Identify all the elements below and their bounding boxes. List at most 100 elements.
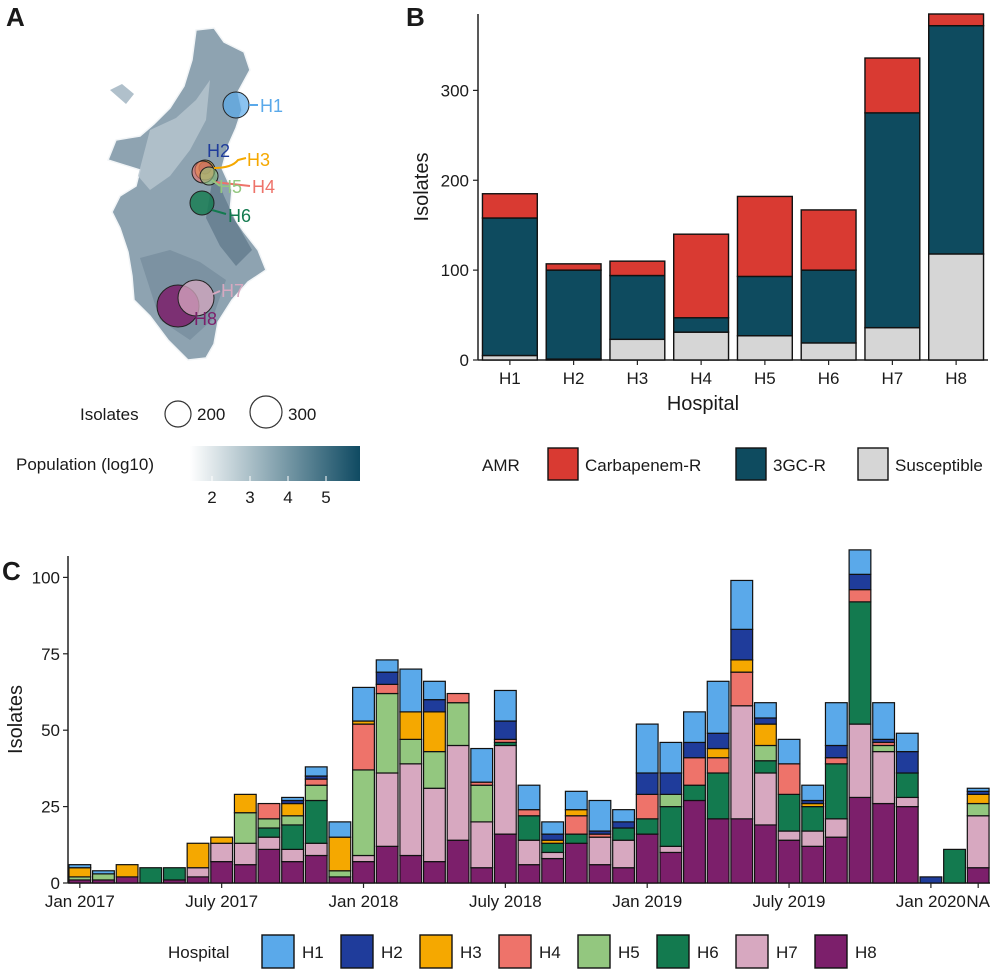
panel-c-bar-2018-03-h3 [399, 711, 423, 740]
panel-c-bar-2019-07-h1 [777, 738, 801, 765]
panel-c-bar-2017-08-h7 [233, 842, 257, 866]
panel-c-bar-2018-12-h7 [612, 839, 636, 869]
panel-c-bar-2017-03-h3 [115, 864, 139, 878]
panel-c-bar-2018-08-h8 [517, 864, 541, 884]
panel-c-bar-2018-01-h5 [352, 769, 375, 857]
panel-c-bar-2018-12-h8 [612, 867, 636, 884]
panel-c-bar-NA-h8 [966, 867, 990, 884]
panel-c-bar-2018-07-h7 [493, 744, 517, 835]
region-map-highlands [138, 80, 210, 190]
panel-c-bar-2017-02-h5 [91, 873, 115, 881]
panel-c-bar-2018-04-h5 [422, 750, 446, 789]
panel-c-bar-2017-09-h7 [257, 836, 281, 850]
panel-c-bar-2018-01-h7 [352, 854, 375, 863]
panel-c-x-tick-label: July 2018 [469, 892, 542, 911]
panel-b-y-axis-title: Isolates [411, 153, 433, 222]
panel-b-chart: B 0 100 200 300 H1 H2 H3 H4 H5 H6 H7 H8 Hospital Isola… [406, 2, 988, 481]
map-label-h3: H3 [247, 150, 270, 170]
panel-b-x-tick-label: H1 [499, 369, 521, 388]
panel-c-bar-2018-05-h5 [446, 702, 470, 747]
panel-c-bar-2019-02-h1 [659, 741, 683, 774]
panel-c-bar-2017-06-h8 [186, 876, 210, 884]
panel-c-bar-2018-03-h5 [399, 738, 423, 765]
panel-c-legend-swatch-h8 [814, 934, 848, 969]
map-label-h7: H7 [221, 281, 244, 301]
hospital-h1-circle [222, 91, 250, 119]
panel-c-bar-2019-04-h6 [706, 772, 730, 820]
panel-b-x-tick-label: H4 [690, 369, 712, 388]
panel-c-legend-label-h5: H5 [618, 943, 640, 962]
panel-c-bar-2019-09-h8 [824, 836, 848, 884]
population-tick-3: 3 [245, 488, 254, 507]
leader-h4 [213, 181, 251, 187]
panel-c-bar-2018-11-h7 [588, 836, 612, 866]
panel-c-bar-2017-09-h8 [257, 848, 281, 884]
panel-b-legend-swatch-susceptible [857, 447, 889, 481]
panel-c-bar-2018-10-h6 [564, 833, 588, 844]
panel-c-bar-2017-01-h1 [68, 864, 92, 869]
panel-b-legend-title: AMR [482, 456, 520, 475]
panel-c-bar-2017-10-h8 [281, 861, 305, 884]
panel-c-bar-2019-04-h3 [706, 747, 730, 759]
panel-b-bar-h4-gc3 [673, 317, 730, 333]
panel-c-bar-2019-05-h1 [730, 579, 754, 630]
panel-c-bar-NA-h5 [966, 802, 990, 817]
panel-c-bar-2019-07-h7 [777, 830, 801, 841]
panel-c-bar-2019-02-h6 [659, 805, 683, 847]
panel-c-bar-2019-10-h7 [848, 723, 872, 799]
panel-b-bar-h8-gc3 [928, 24, 985, 255]
panel-c-bar-2018-06-h7 [470, 821, 494, 869]
panel-b-x-axis-title: Hospital [667, 393, 739, 415]
panel-b-legend-label-gc3: 3GC-R [773, 456, 826, 475]
panel-c-bar-2018-09-h6 [541, 842, 565, 854]
panel-c-chart: C 0 25 50 75 100 Jan 2017 July 2017 Jan 2018 July… [2, 549, 991, 969]
panel-b-x-tick-label: H7 [882, 369, 904, 388]
panel-c-bar-2019-08-h1 [801, 784, 825, 802]
map-label-h4: H4 [252, 177, 275, 197]
panel-c-bar-2020-02-h6 [943, 848, 967, 884]
panel-b-bar-h8-carbapenem [928, 13, 985, 27]
panel-c-bar-2018-02-h4 [375, 683, 399, 695]
panel-c-bar-2019-03-h1 [683, 711, 706, 744]
panel-c-bar-2019-03-h2 [683, 741, 706, 759]
panel-c-bar-2017-11-h4 [304, 778, 328, 786]
panel-c-bar-2018-04-h2 [422, 699, 446, 713]
panel-c-bar-2018-09-h1 [541, 821, 565, 835]
panel-c-legend-swatch-h7 [735, 934, 769, 969]
panel-c-bar-2017-10-h1 [281, 796, 305, 802]
size-legend-circle-200 [164, 400, 192, 428]
leader-h3 [213, 157, 247, 169]
panel-c-bar-2018-07-h1 [493, 689, 517, 722]
panel-c-bar-2019-10-h4 [848, 589, 872, 603]
panel-c-bar-2019-06-h5 [753, 744, 777, 762]
panel-c-bar-2019-03-h4 [683, 757, 706, 786]
panel-c-bar-2019-02-h8 [659, 851, 683, 884]
panel-b-x-tick-label: H6 [818, 369, 840, 388]
panel-c-bar-2018-04-h1 [422, 680, 446, 701]
hospital-h7-circle [177, 279, 215, 317]
size-legend-circle-300 [249, 395, 283, 429]
panel-c-bar-2019-02-h2 [659, 772, 683, 795]
panel-c-bar-2017-10-h5 [281, 815, 305, 826]
region-map-island [110, 84, 134, 104]
panel-c-bar-2019-05-h4 [730, 671, 754, 707]
panel-c-bar-2019-03-h6 [683, 784, 706, 802]
panel-c-bar-2019-11-h5 [872, 744, 896, 753]
panel-b-bar-h2-gc3 [545, 269, 602, 360]
panel-c-bar-2019-06-h7 [753, 772, 777, 826]
panel-c-bar-2018-02-h2 [375, 671, 399, 685]
panel-b-y-tick-label: 100 [441, 261, 469, 280]
panel-c-bar-2019-05-h7 [730, 705, 754, 820]
panel-c-bar-2018-12-h6 [612, 827, 636, 841]
panel-c-bar-2019-06-h8 [753, 824, 777, 884]
panel-c-bar-2019-12-h2 [895, 750, 919, 774]
region-map: H1 H2 H3 H5 H4 H6 H7 H8 [107, 27, 283, 361]
panel-c-y-tick-label: 100 [32, 568, 60, 587]
panel-c-bar-2019-12-h8 [895, 805, 919, 884]
panel-c-legend-label-h4: H4 [539, 943, 561, 962]
panel-c-bar-2019-01-h8 [635, 833, 659, 884]
panel-c-bar-2019-11-h8 [872, 802, 896, 884]
panel-c-legend-swatch-h1 [261, 934, 295, 969]
population-legend-title: Population (log10) [16, 455, 154, 474]
population-colorbar-ticks [211, 476, 327, 481]
